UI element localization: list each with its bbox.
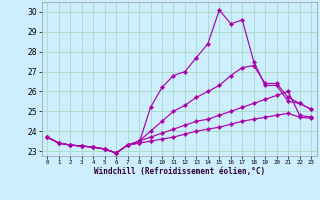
X-axis label: Windchill (Refroidissement éolien,°C): Windchill (Refroidissement éolien,°C) (94, 167, 265, 176)
